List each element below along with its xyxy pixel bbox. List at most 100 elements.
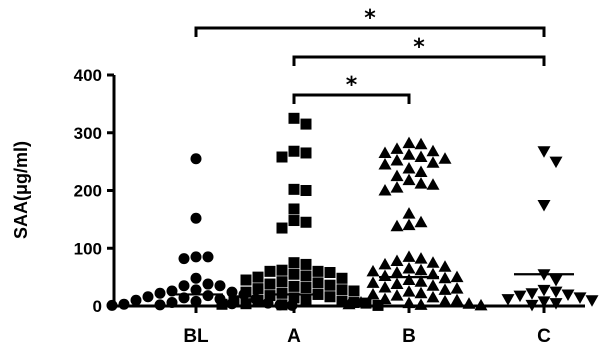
b-data-point (438, 271, 452, 284)
b-data-point (414, 165, 428, 178)
a-data-point (288, 112, 300, 124)
b-data-point (438, 283, 452, 295)
a-data-point (276, 151, 288, 163)
a-data-point (240, 298, 252, 310)
bl-data-point (178, 280, 190, 292)
x-tick-label: BL (183, 326, 209, 347)
a-data-point (336, 295, 348, 307)
x-tick-label: B (402, 326, 416, 347)
b-data-point (390, 219, 404, 232)
bl-data-point (190, 153, 202, 165)
b-data-point (402, 273, 416, 286)
y-tick-label: 200 (74, 182, 102, 201)
bl-data-point (190, 295, 202, 307)
a-data-point (216, 298, 228, 310)
c-data-point (537, 199, 551, 212)
b-data-point (426, 290, 440, 303)
a-data-point (288, 268, 300, 280)
c-data-point (549, 156, 563, 169)
b-data-point (426, 279, 440, 291)
a-data-point (300, 147, 312, 159)
a-data-point (288, 280, 300, 292)
a-data-point (360, 297, 372, 309)
b-data-point (366, 287, 380, 300)
a-data-point (300, 293, 312, 305)
a-data-point (300, 118, 312, 130)
a-data-point (372, 299, 384, 311)
a-data-point (228, 295, 240, 307)
b-data-point (402, 218, 416, 231)
c-data-point (525, 288, 539, 300)
b-data-point (426, 144, 440, 157)
b-data-point (474, 298, 488, 311)
b-data-point (426, 256, 440, 268)
y-tick-label: 400 (74, 66, 102, 85)
b-data-point (450, 282, 464, 294)
bl-data-point (106, 299, 118, 311)
a-data-point (276, 299, 288, 311)
a-data-point (264, 290, 276, 302)
median-lines (169, 273, 574, 296)
c-data-point (573, 292, 587, 304)
significance-star: * (346, 73, 358, 98)
b-data-point (414, 298, 428, 310)
b-data-point (342, 297, 356, 310)
bl-data-point (190, 272, 202, 284)
a-data-point (300, 216, 312, 228)
b-data-point (450, 270, 464, 283)
b-data-point (402, 207, 416, 219)
c-data-point (537, 296, 551, 308)
data-points (106, 112, 599, 312)
b-data-point (402, 148, 416, 160)
a-data-point (288, 183, 300, 195)
a-data-point (336, 284, 348, 296)
b-data-point (414, 275, 428, 287)
b-data-point (402, 173, 416, 186)
a-data-point (300, 185, 312, 196)
c-data-point (561, 289, 575, 301)
a-data-point (240, 286, 252, 298)
b-data-point (378, 146, 392, 158)
significance-star: * (413, 35, 425, 60)
b-data-point (414, 286, 428, 299)
b-data-point (462, 297, 476, 309)
b-data-point (402, 250, 416, 262)
a-data-point (312, 277, 324, 289)
a-data-point (276, 276, 288, 288)
significance-star: * (364, 6, 376, 31)
a-data-point (288, 203, 300, 215)
a-data-point (288, 257, 300, 269)
y-tick-label: 100 (74, 239, 102, 258)
b-data-point (438, 294, 452, 307)
c-data-point (585, 295, 599, 307)
a-data-point (348, 297, 360, 309)
a-data-point (288, 215, 300, 227)
a-data-point (324, 267, 336, 279)
bl-data-point (202, 290, 214, 302)
a-data-point (252, 294, 264, 306)
a-data-point (252, 271, 264, 283)
x-tick-label: C (537, 326, 551, 347)
bl-data-point (202, 278, 214, 290)
a-data-point (252, 283, 264, 295)
bl-data-point (118, 298, 130, 310)
b-data-point (438, 260, 452, 272)
b-data-point (414, 137, 428, 150)
c-data-point (549, 286, 563, 299)
b-data-point (390, 277, 404, 290)
significance-bracket (292, 93, 411, 104)
b-data-point (426, 156, 440, 168)
c-data-point (513, 290, 527, 303)
b-data-point (378, 158, 392, 170)
b-data-point (414, 263, 428, 276)
bl-data-point (178, 253, 190, 265)
bl-data-point (166, 297, 178, 309)
a-data-point (348, 285, 360, 297)
b-data-point (390, 181, 404, 193)
a-data-point (336, 272, 348, 284)
b-data-point (414, 215, 428, 228)
bl-data-point (190, 212, 202, 224)
a-data-point (312, 265, 324, 277)
a-data-point (288, 145, 300, 157)
